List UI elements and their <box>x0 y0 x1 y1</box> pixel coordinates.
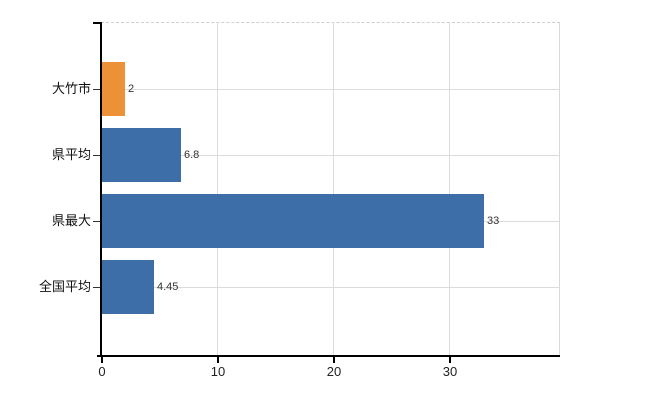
x-axis-tick <box>217 357 219 363</box>
gridline-horizontal <box>101 287 560 288</box>
y-axis-line <box>100 22 102 356</box>
gridline-horizontal <box>101 155 560 156</box>
gridline-vertical <box>333 22 334 355</box>
x-axis-tick <box>333 357 335 363</box>
x-axis-tick-label: 10 <box>210 364 226 379</box>
x-axis-tick <box>449 357 451 363</box>
x-axis-tick-label: 20 <box>326 364 342 379</box>
y-axis-category-label: 県最大 <box>51 213 91 228</box>
y-axis-tick <box>93 89 100 90</box>
gridline-horizontal <box>101 89 560 90</box>
x-axis-line <box>97 355 560 357</box>
bar <box>102 194 484 248</box>
bar <box>102 128 181 182</box>
x-axis-tick-label: 30 <box>442 364 458 379</box>
y-axis-top-tick <box>93 22 100 24</box>
plot-area-border <box>101 22 560 355</box>
y-axis-category-label: 県平均 <box>51 147 91 162</box>
bar-value-label: 2 <box>128 83 135 95</box>
y-axis-tick <box>93 221 100 222</box>
gridline-vertical <box>449 22 450 355</box>
x-axis-tick-label: 0 <box>98 364 106 379</box>
y-axis-category-label: 大竹市 <box>51 81 91 96</box>
x-axis-tick <box>101 357 103 363</box>
y-axis-tick <box>93 287 100 288</box>
bar-value-label: 33 <box>487 215 500 227</box>
bar-value-label: 6.8 <box>184 149 200 161</box>
bar <box>102 62 125 116</box>
y-axis-tick <box>93 155 100 156</box>
gridline-vertical <box>217 22 218 355</box>
bar <box>102 260 154 314</box>
y-axis-category-label: 全国平均 <box>38 279 91 294</box>
bar-value-label: 4.45 <box>157 281 179 293</box>
